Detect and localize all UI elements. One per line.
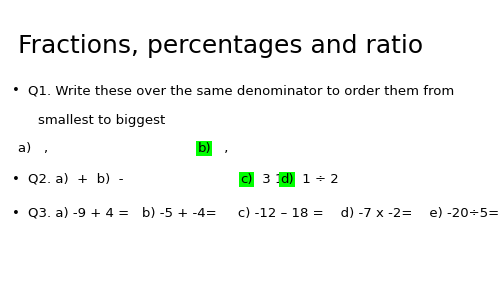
Text: smallest to biggest: smallest to biggest xyxy=(38,114,165,127)
Text: 1 ÷ 2: 1 ÷ 2 xyxy=(298,173,338,186)
Text: Q2. a)  +  b)  -: Q2. a) + b) - xyxy=(28,173,123,186)
Text: ,: , xyxy=(220,142,228,155)
Text: •: • xyxy=(12,84,20,97)
Text: a)   ,: a) , xyxy=(18,142,48,155)
Text: 3 1: 3 1 xyxy=(258,173,283,186)
Text: b): b) xyxy=(198,142,211,155)
Text: c): c) xyxy=(240,173,252,186)
Text: Fractions, percentages and ratio: Fractions, percentages and ratio xyxy=(18,34,422,58)
Text: d): d) xyxy=(280,173,293,186)
Text: •: • xyxy=(12,207,20,219)
Text: Q1. Write these over the same denominator to order them from: Q1. Write these over the same denominato… xyxy=(28,84,454,97)
Text: Q3. a) -9 + 4 =   b) -5 + -4=     c) -12 – 18 =    d) -7 x -2=    e) -20÷5=: Q3. a) -9 + 4 = b) -5 + -4= c) -12 – 18 … xyxy=(28,207,498,219)
Text: •: • xyxy=(12,173,20,186)
